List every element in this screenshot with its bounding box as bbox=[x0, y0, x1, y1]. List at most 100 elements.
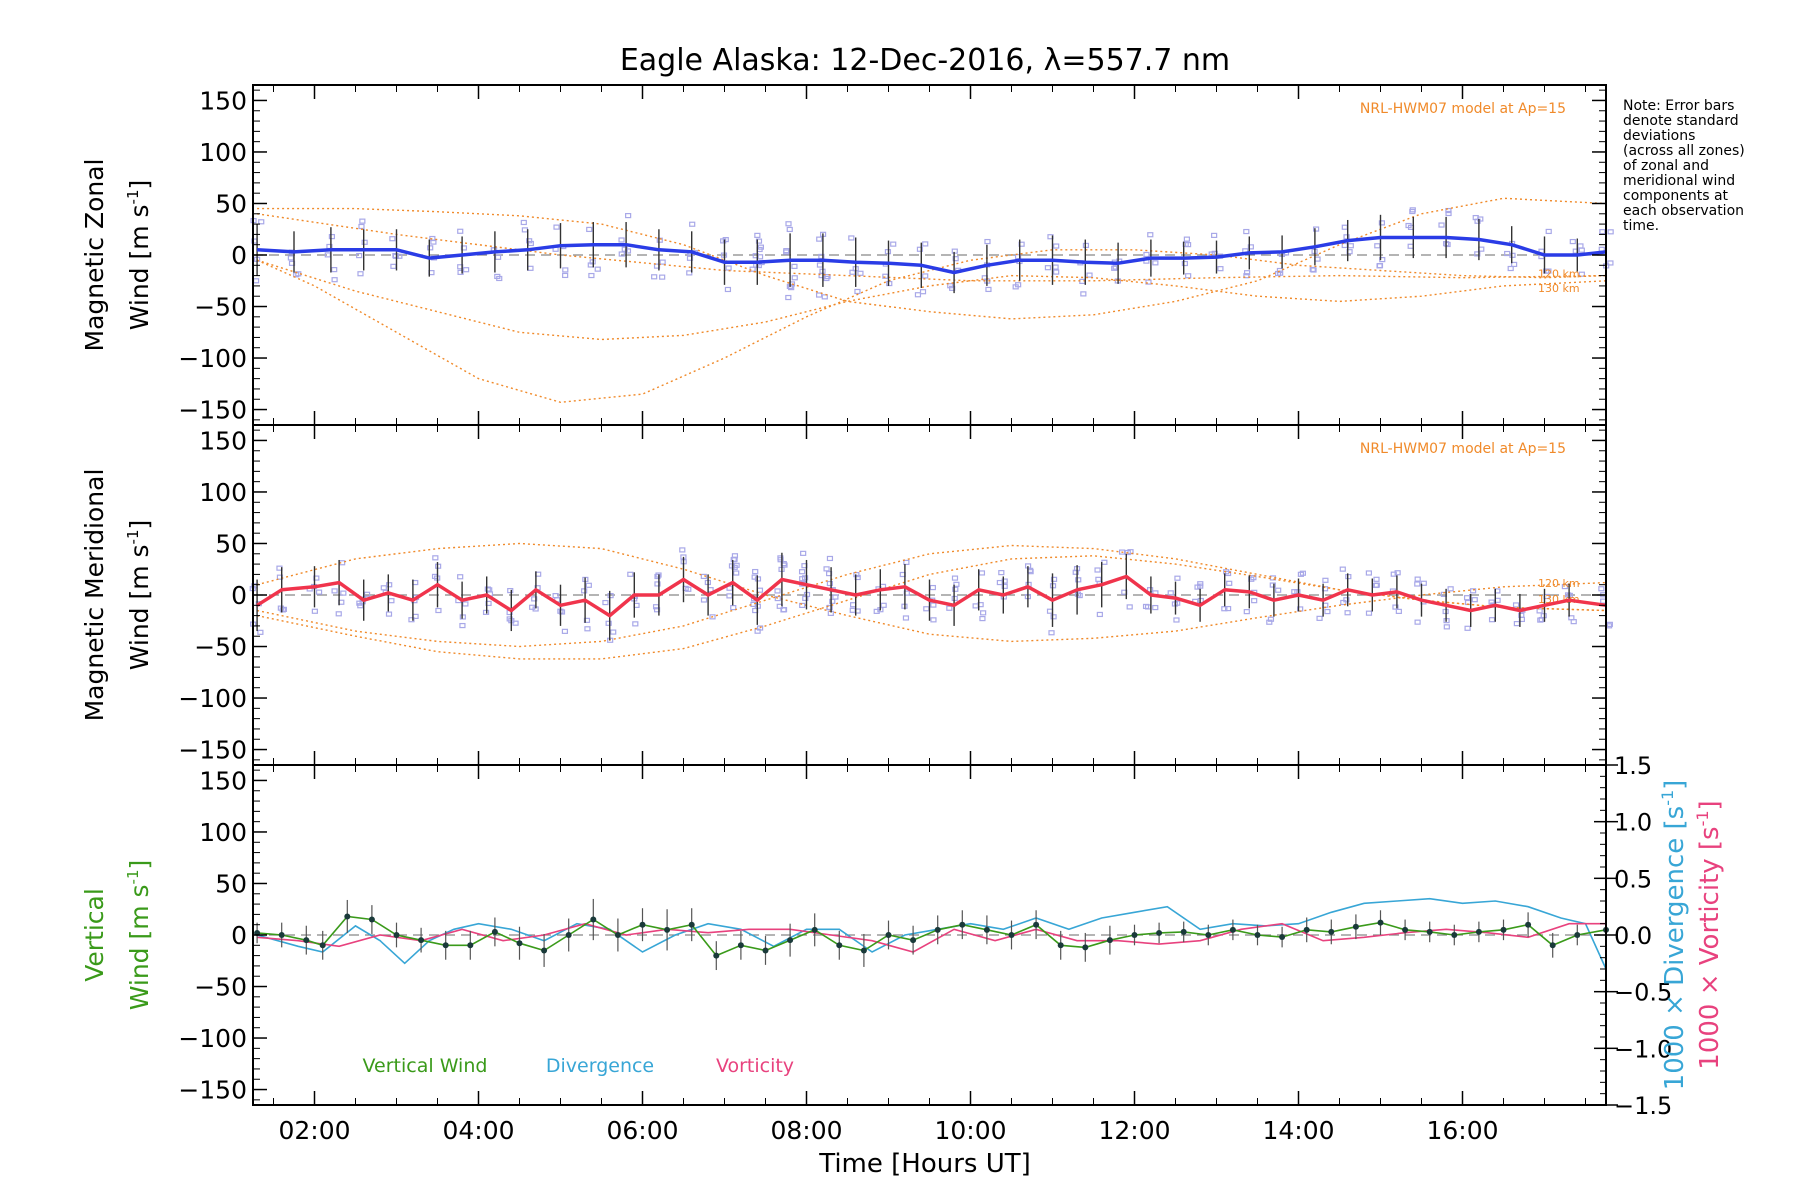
zone-sample-point bbox=[752, 253, 759, 259]
zone-sample-point bbox=[799, 602, 806, 609]
zone-sample-point bbox=[654, 581, 661, 587]
zone-sample-point bbox=[1464, 625, 1471, 631]
zone-sample-point bbox=[1373, 582, 1380, 588]
zone-sample-point bbox=[1340, 599, 1347, 606]
vertical-wind-point bbox=[418, 937, 425, 944]
zone-sample-point bbox=[1512, 602, 1520, 608]
x-axis-tick-label: 04:00 bbox=[442, 1116, 514, 1145]
vertical-wind-point bbox=[1377, 919, 1384, 926]
zone-sample-point bbox=[1275, 587, 1282, 593]
zone-sample-point bbox=[1167, 590, 1174, 596]
zone-sample-point bbox=[854, 288, 861, 295]
zone-sample-point bbox=[1226, 580, 1233, 586]
zone-sample-point bbox=[1050, 576, 1058, 582]
zone-sample-point bbox=[1463, 595, 1471, 601]
zone-sample-point bbox=[1324, 608, 1331, 615]
zone-sample-point bbox=[903, 559, 910, 566]
divergence-line bbox=[256, 897, 1607, 970]
vertical-wind-point bbox=[1426, 928, 1433, 935]
zone-sample-point bbox=[432, 555, 439, 561]
zone-sample-point bbox=[1050, 614, 1057, 620]
zone-sample-point bbox=[849, 269, 856, 275]
zone-sample-point bbox=[562, 267, 569, 273]
zone-sample-point bbox=[359, 218, 366, 224]
note-line: deviations bbox=[1623, 128, 1695, 144]
zone-sample-point bbox=[919, 289, 927, 295]
zone-sample-point bbox=[1392, 604, 1399, 610]
zone-sample-point bbox=[457, 574, 464, 580]
model-curve bbox=[256, 249, 1607, 404]
vertical-wind-point bbox=[713, 952, 720, 959]
zone-sample-point bbox=[780, 607, 788, 613]
zone-sample-point bbox=[947, 283, 954, 289]
zone-sample-point bbox=[785, 221, 792, 227]
zone-sample-point bbox=[826, 605, 833, 611]
vorticity-axis-label-sup: -1 bbox=[1693, 810, 1712, 826]
zone-sample-point bbox=[946, 605, 953, 611]
zone-sample-point bbox=[659, 274, 666, 280]
y-axis-label-line1: Magnetic Zonal bbox=[80, 159, 109, 352]
zone-sample-point bbox=[520, 219, 527, 226]
zone-sample-point bbox=[1276, 267, 1284, 274]
x-axis-tick-label: 16:00 bbox=[1426, 1116, 1498, 1145]
zone-sample-point bbox=[754, 232, 761, 238]
y-axis-label-line2: Wind [m s-1] bbox=[124, 180, 154, 331]
model-label: NRL-HWM07 model at Ap=15 bbox=[1360, 101, 1566, 117]
vertical-wind-point bbox=[368, 916, 375, 923]
vertical-wind-line bbox=[257, 915, 1607, 957]
zone-sample-point bbox=[1507, 265, 1514, 272]
y-axis-tick-label: 150 bbox=[199, 426, 247, 455]
zone-sample-point bbox=[1111, 265, 1118, 271]
note-line: time. bbox=[1623, 218, 1659, 234]
zone-sample-point bbox=[1536, 608, 1543, 614]
zone-sample-point bbox=[1365, 610, 1373, 616]
vertical-wind-point bbox=[442, 942, 449, 949]
zone-sample-point bbox=[824, 274, 831, 280]
zone-sample-point bbox=[521, 227, 528, 233]
vertical-wind-point bbox=[664, 926, 671, 933]
vertical-wind-point bbox=[1008, 932, 1015, 938]
zone-sample-point bbox=[561, 628, 569, 634]
zone-sample-point bbox=[602, 599, 609, 606]
y-axis-tick-label: −100 bbox=[178, 1024, 247, 1053]
zone-sample-point bbox=[1443, 624, 1450, 630]
zone-sample-point bbox=[700, 573, 707, 580]
vertical-wind-point bbox=[614, 932, 621, 938]
vertical-wind-point bbox=[762, 947, 769, 954]
zone-sample-point bbox=[494, 254, 502, 260]
zone-sample-point bbox=[1578, 247, 1585, 253]
note-line: (across all zones) bbox=[1623, 143, 1745, 159]
y-axis-tick-label: 0 bbox=[231, 921, 247, 950]
zone-sample-point bbox=[1578, 271, 1585, 277]
note-line: of zonal and bbox=[1623, 158, 1709, 174]
zone-sample-point bbox=[386, 582, 393, 588]
zone-sample-point bbox=[752, 568, 759, 575]
y-axis-tick-label: −150 bbox=[178, 1076, 247, 1105]
zone-sample-point bbox=[507, 587, 514, 594]
vertical-wind-point bbox=[278, 932, 285, 938]
zone-sample-point bbox=[1607, 229, 1614, 235]
zone-sample-point bbox=[311, 608, 318, 614]
zone-sample-point bbox=[558, 609, 566, 615]
zone-sample-point bbox=[610, 629, 617, 635]
zone-sample-point bbox=[686, 270, 693, 276]
zone-sample-point bbox=[823, 566, 830, 572]
zone-sample-point bbox=[1414, 619, 1421, 625]
vertical-wind-point bbox=[565, 932, 572, 938]
zone-sample-point bbox=[978, 570, 986, 576]
zone-sample-point bbox=[656, 237, 663, 243]
zone-sample-point bbox=[1310, 267, 1317, 273]
zone-sample-point bbox=[1373, 576, 1380, 582]
zone-sample-point bbox=[1409, 207, 1416, 213]
zone-sample-point bbox=[1540, 613, 1547, 619]
vertical-wind-point bbox=[1500, 926, 1507, 933]
zone-sample-point bbox=[1314, 256, 1321, 262]
zone-sample-point bbox=[930, 617, 937, 623]
zone-sample-point bbox=[1474, 251, 1481, 257]
zone-sample-point bbox=[356, 252, 363, 259]
zone-sample-point bbox=[1313, 226, 1320, 232]
zone-sample-point bbox=[531, 596, 538, 602]
